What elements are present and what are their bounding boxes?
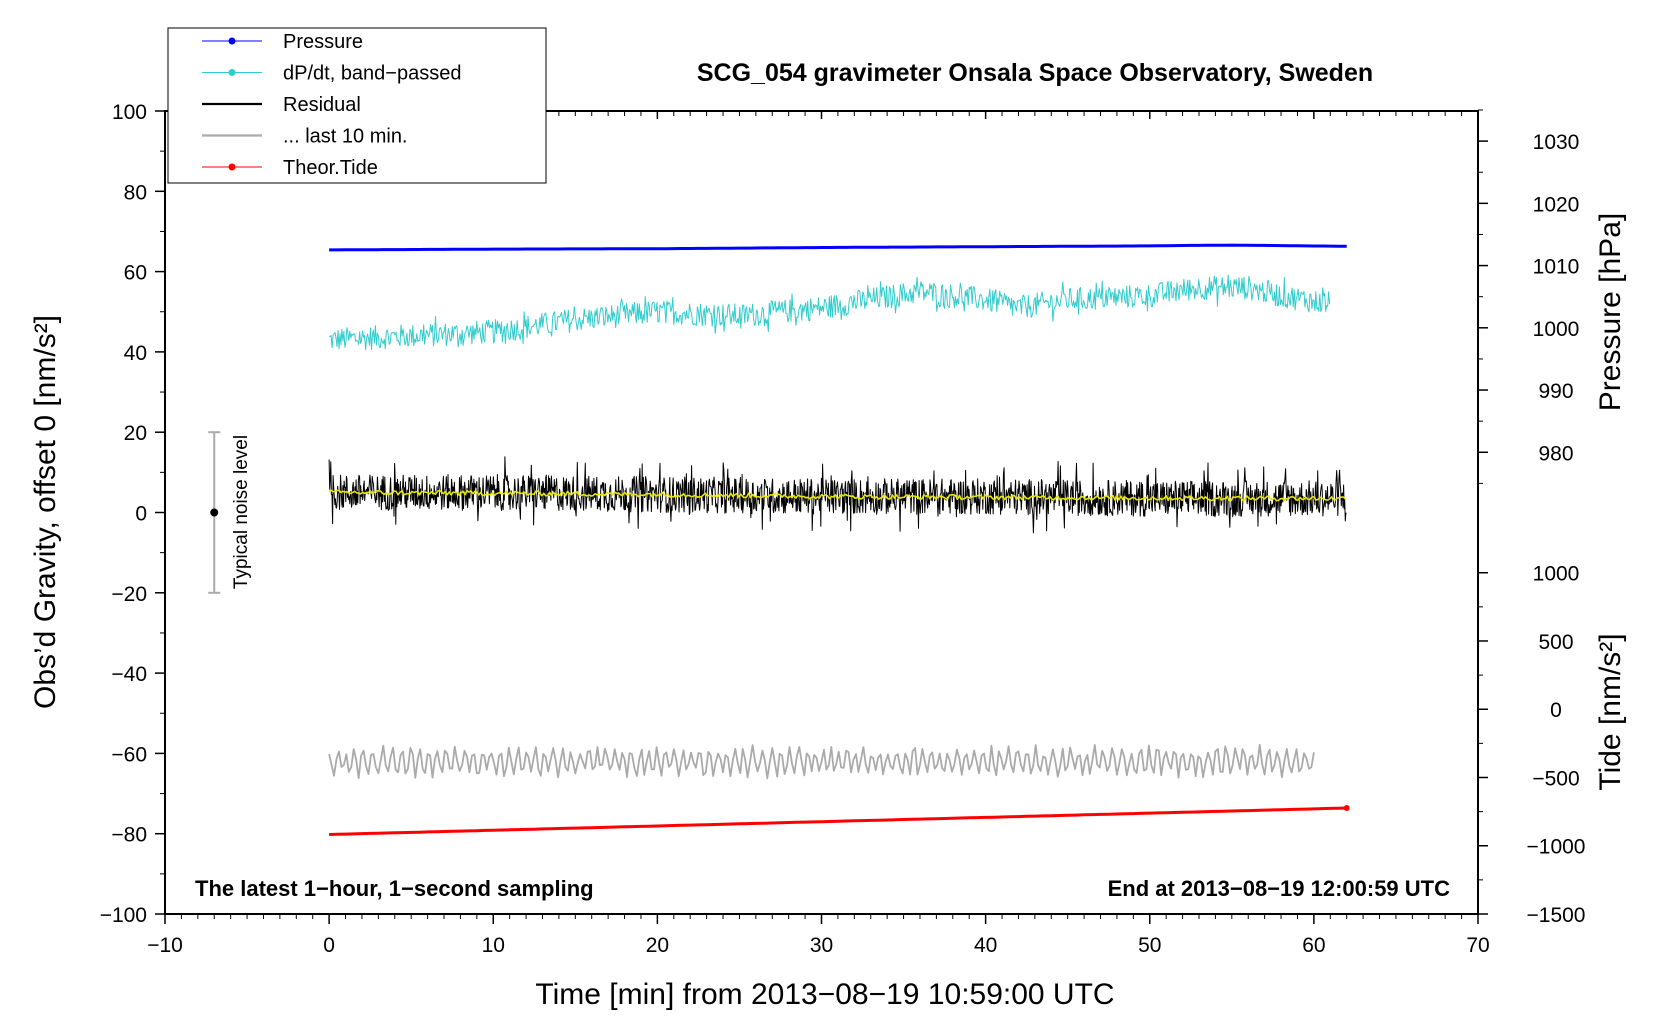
legend: Pressure dP/dt, band−passed Residual ... la… [167,27,547,184]
y-tick-label: −60 [111,743,147,766]
pressure-tick-label: 980 [1538,442,1573,465]
legend-marker [228,37,236,45]
x-tick-label: 60 [1302,934,1325,957]
x-tick-label: 20 [646,934,669,957]
noise-bar-label: Typical noise level [231,435,252,589]
pressure-tick-label: 1010 [1533,256,1580,279]
y-tick-label: 0 [135,503,147,526]
footer-right: End at 2013−08−19 12:00:59 UTC [1108,876,1451,901]
x-tick-label: 50 [1138,934,1161,957]
legend-label: Residual [283,94,361,116]
series-pressure [329,243,1347,252]
legend-box [167,27,547,184]
y-tick-label: 100 [112,101,147,124]
x-tick-label: 10 [482,934,505,957]
tide-tick-label: −1500 [1527,904,1586,927]
y-tick-label: −80 [111,824,147,847]
x-tick-label: 40 [974,934,997,957]
series-last-10-min [328,743,1315,780]
y-tick-label: −20 [111,583,147,606]
series-end-marker [1343,805,1350,812]
y-tick-label: −40 [111,663,147,686]
tide-tick-label: −1000 [1527,836,1586,859]
pressure-tick-label: 1030 [1533,131,1580,154]
series-dp-dt-band-passed [328,274,1331,351]
x-axis: −10 0 10 20 30 40 50 60 70 [147,111,1490,957]
series-layer [328,243,1350,836]
pressure-tick-label: 1000 [1533,318,1580,341]
y-axis-left: −100 −80 −60 −40 −20 0 20 40 60 80 100 [100,101,165,927]
series-theor-tide [329,806,1347,836]
footer-left: The latest 1−hour, 1−second sampling [195,876,594,901]
legend-marker [228,163,236,171]
tide-axis: −1500 −1000 −500 0 500 1000 [1478,563,1585,927]
pressure-tick-label: 990 [1538,380,1573,403]
series-residual [328,456,1347,534]
series-residual-smoothed [328,489,1346,502]
plot-frame [164,110,1479,915]
legend-label: Pressure [283,31,363,53]
tide-tick-label: 1000 [1533,563,1580,586]
tide-tick-label: −500 [1532,767,1579,790]
pressure-axis: 980 990 1000 1010 1020 1030 [1478,109,1580,484]
noise-bar-center [210,508,219,517]
noise-bar: Typical noise level [208,431,252,594]
legend-marker [228,69,236,76]
legend-label: dP/dt, band−passed [283,63,461,85]
y-tick-label: 80 [124,181,147,204]
y-tick-label: −100 [100,904,147,927]
legend-label: ... last 10 min. [283,126,408,148]
x-tick-label: 70 [1466,934,1489,957]
pressure-tick-label: 1020 [1533,193,1580,216]
x-axis-title: Time [min] from 2013−08−19 10:59:00 UTC [535,978,1114,1011]
x-tick-label: −10 [147,934,183,957]
y-tick-label: 40 [124,342,147,365]
x-tick-label: 30 [810,934,833,957]
y-tick-label: 60 [124,262,147,285]
tide-axis-title: Tide [nm/s²] [1594,633,1627,790]
tide-tick-label: 0 [1550,699,1562,722]
tide-tick-label: 500 [1538,631,1573,654]
x-tick-label: 0 [323,934,335,957]
y-tick-label: 20 [124,422,147,445]
legend-label: Theor.Tide [283,157,378,179]
pressure-axis-title: Pressure [hPa] [1594,213,1627,411]
y-axis-left-title: Obs’d Gravity, offset 0 [nm/s²] [29,315,62,709]
chart-title: SCG_054 gravimeter Onsala Space Observat… [697,59,1373,87]
